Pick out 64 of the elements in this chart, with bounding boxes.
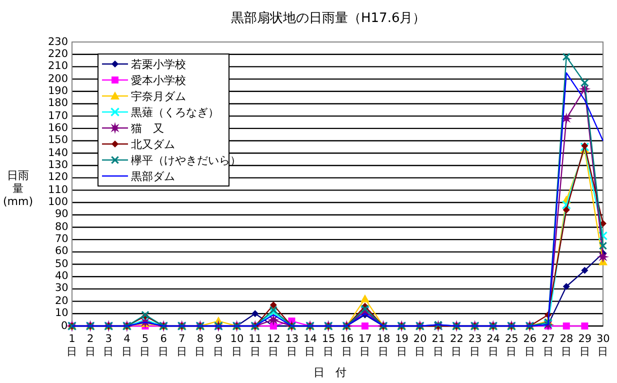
x-tick-label: 19日 [395,333,408,359]
y-tick-label: 110 [48,184,68,197]
y-tick-label: 120 [48,171,68,184]
y-tick-label: 60 [55,245,68,258]
y-tick-label: 220 [48,48,68,61]
y-tick-label: 30 [55,282,68,296]
y-tick-label: 10 [55,307,68,320]
x-tick-label: 28日 [560,333,574,359]
y-tick-label: 200 [48,72,68,86]
x-tick-label: 26日 [523,333,537,359]
x-tick-label: 5日 [140,333,151,359]
x-tick-label: 13日 [285,333,299,359]
y-tick-label: 130 [48,158,68,172]
x-tick-label: 11日 [248,333,262,359]
x-tick-label: 3日 [103,333,114,359]
x-tick-label: 25日 [504,333,518,359]
x-tick-label: 15日 [322,333,336,359]
x-tick-label: 7日 [176,333,188,359]
y-tick-label: 100 [48,196,68,209]
x-tick-label: 8日 [194,333,206,359]
legend-label: 宇奈月ダム [131,90,186,102]
x-axis-title: 日 付 [314,366,346,378]
legend-label: 黒薙（くろなぎ） [131,106,219,118]
x-tick-label: 29日 [578,333,592,359]
x-tick-label: 1日 [66,333,78,359]
x-tick-label: 30日 [596,333,610,359]
x-tick-label: 12日 [266,333,280,359]
x-tick-label: 14日 [304,333,317,359]
x-tick-label: 20日 [413,333,427,359]
x-tick-label: 23日 [468,333,482,359]
y-tick-label: 230 [48,36,68,48]
y-tick-label: 50 [55,258,68,271]
legend-label: 黒部ダム [131,170,175,182]
y-tick-label: 20 [55,294,68,308]
x-tick-label: 9日 [212,333,224,359]
x-tick-label: 17日 [358,333,372,359]
x-tick-label: 21日 [432,333,446,359]
y-tick-label: 80 [55,220,68,234]
x-tick-label: 18日 [376,333,390,359]
x-tick-label: 24日 [486,333,500,359]
y-tick-label: 190 [48,84,68,98]
y-tick-label: 70 [55,233,68,246]
y-tick-label: 210 [48,60,68,74]
x-tick-label: 22日 [450,333,464,359]
legend-label: 愛本小学校 [131,74,186,86]
y-tick-label: 180 [48,97,68,110]
x-tick-label: 27日 [542,333,555,359]
x-tick-label: 2日 [84,333,96,359]
x-tick-label: 16日 [340,333,354,359]
x-tick-label: 6日 [158,333,170,359]
y-tick-label: 150 [48,134,68,148]
y-tick-label: 170 [48,110,68,123]
y-axis-title: 日雨量(mm) [3,168,34,208]
y-tick-label: 160 [48,122,68,135]
y-tick-label: 40 [55,270,68,283]
legend-label: 北又ダム [131,138,175,150]
legend-label: 若栗小学校 [131,58,186,70]
legend-label: 猫 又 [131,122,164,134]
chart-title: 黒部扇状地の日雨量（H17.6月） [231,10,426,26]
x-tick-label: 10日 [230,333,244,359]
x-tick-label: 4日 [121,333,132,359]
y-tick-label: 140 [48,146,68,160]
y-tick-label: 0 [61,320,68,332]
y-tick-label: 90 [55,208,68,222]
